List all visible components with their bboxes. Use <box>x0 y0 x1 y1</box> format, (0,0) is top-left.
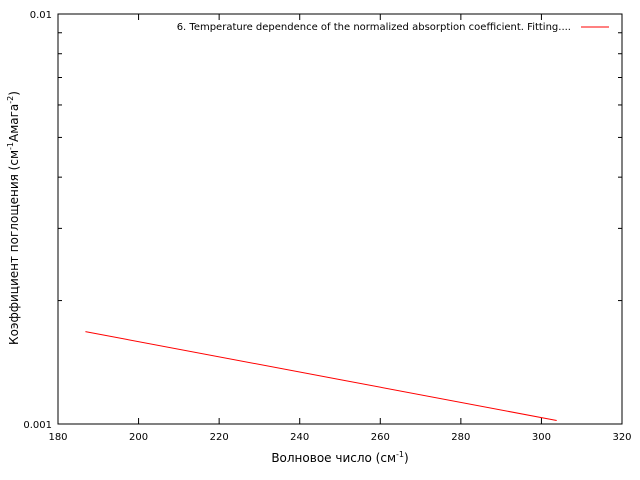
y-axis-label: Коэффициент поглощения (см-1Амага-2) <box>6 91 21 345</box>
x-tick-label: 180 <box>48 432 67 443</box>
x-tick-label: 240 <box>290 432 309 443</box>
x-tick-label: 300 <box>532 432 551 443</box>
plot-frame <box>57 13 623 425</box>
x-tick-label: 320 <box>612 432 631 443</box>
series-layer <box>85 331 557 421</box>
x-tick-label: 200 <box>129 432 148 443</box>
y-tick-label: 0.001 <box>23 420 52 431</box>
x-tick-label: 280 <box>451 432 470 443</box>
x-tick-label: 220 <box>210 432 229 443</box>
x-axis-label: Волновое число (см-1) <box>271 450 408 465</box>
series-line <box>85 331 557 421</box>
x-axis: 180 200 220 240 260 280 300 320 <box>48 14 632 443</box>
y-axis: 0.001 0.01 <box>23 10 622 431</box>
legend: 6. Temperature dependence of the normali… <box>177 22 609 33</box>
y-tick-label: 0.01 <box>30 10 52 21</box>
legend-entry-label: 6. Temperature dependence of the normali… <box>177 22 571 33</box>
x-tick-label: 260 <box>371 432 390 443</box>
